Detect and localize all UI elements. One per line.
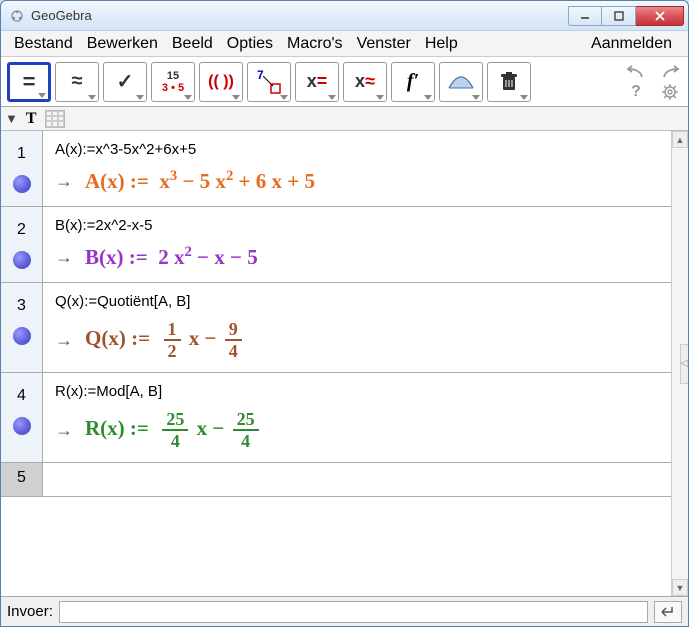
undo-button[interactable] — [624, 63, 648, 81]
check-tool[interactable]: ✓ — [103, 62, 147, 102]
gear-icon — [662, 84, 678, 100]
row-number: 1 — [17, 145, 26, 163]
output-arrow-icon: → — [55, 330, 73, 351]
row-output: → A(x) := x3 − 5 x2 + 6 x + 5 — [55, 168, 659, 194]
settings-button[interactable] — [658, 83, 682, 101]
view-sub-toolbar: ▼ T — [1, 107, 688, 131]
menu-macros[interactable]: Macro's — [280, 33, 350, 55]
command-input[interactable] — [59, 601, 648, 623]
scroll-up-button[interactable]: ▲ — [672, 131, 688, 148]
solve-approx-tool[interactable]: x≈ — [343, 62, 387, 102]
menu-beeld[interactable]: Beeld — [165, 33, 220, 55]
output-expression: A(x) := x3 − 5 x2 + 6 x + 5 — [85, 168, 315, 194]
menu-bestand[interactable]: Bestand — [7, 33, 80, 55]
output-expression: Q(x) := 12 x − 94 — [85, 320, 245, 360]
redo-button[interactable] — [658, 63, 682, 81]
window-titlebar: GeoGebra — [1, 1, 688, 31]
menu-help[interactable]: Help — [418, 33, 465, 55]
trash-icon — [500, 72, 518, 92]
toolbar-right: ? — [624, 63, 682, 101]
row-number: 4 — [17, 387, 26, 405]
row-content: R(x):=Mod[A, B] → R(x) := 254 x − 254 — [43, 373, 671, 462]
row-index-cell[interactable]: 4 — [1, 373, 43, 462]
row-input[interactable]: A(x):=x^3-5x^2+6x+5 — [55, 141, 659, 158]
delete-tool[interactable] — [487, 62, 531, 102]
row-input[interactable]: Q(x):=Quotiënt[A, B] — [55, 293, 659, 310]
row-content[interactable] — [43, 463, 671, 496]
row-number: 5 — [17, 469, 26, 487]
row-index-cell[interactable]: 2 — [1, 207, 43, 282]
output-arrow-icon: → — [55, 420, 73, 441]
solve-exact-tool[interactable]: x= — [295, 62, 339, 102]
row-input[interactable]: B(x):=2x^2-x-5 — [55, 217, 659, 234]
derivative-tool[interactable]: f′ — [391, 62, 435, 102]
window-title: GeoGebra — [31, 8, 568, 23]
input-bar: Invoer: — [1, 596, 688, 626]
minimize-button[interactable] — [568, 6, 602, 26]
toolbar: = ≈ ✓ 15 3 • 5 (( )) 7 x= x≈ f′ ? — [1, 57, 688, 107]
input-label: Invoer: — [7, 603, 53, 620]
output-expression: R(x) := 254 x − 254 — [85, 410, 262, 450]
cas-row-empty[interactable]: 5 — [1, 463, 671, 497]
substitute-tool[interactable]: 7 — [247, 62, 291, 102]
exact-eval-tool[interactable]: = — [7, 62, 51, 102]
row-number: 3 — [17, 297, 26, 315]
input-submit-button[interactable] — [654, 601, 682, 623]
row-output: → R(x) := 254 x − 254 — [55, 410, 659, 450]
row-output: → Q(x) := 12 x − 94 — [55, 320, 659, 360]
close-button[interactable] — [636, 6, 684, 26]
row-input[interactable]: R(x):=Mod[A, B] — [55, 383, 659, 400]
visibility-bullet[interactable] — [13, 251, 31, 269]
visibility-bullet[interactable] — [13, 327, 31, 345]
row-index-cell[interactable]: 1 — [1, 131, 43, 206]
visibility-bullet[interactable] — [13, 417, 31, 435]
help-button[interactable]: ? — [624, 83, 648, 101]
output-arrow-icon: → — [55, 247, 73, 268]
cas-row[interactable]: 1 A(x):=x^3-5x^2+6x+5 → A(x) := x3 − 5 x… — [1, 131, 671, 207]
menu-venster[interactable]: Venster — [350, 33, 418, 55]
output-arrow-icon: → — [55, 171, 73, 192]
bell-curve-icon — [447, 72, 475, 92]
numeric-tool[interactable]: 15 3 • 5 — [151, 62, 195, 102]
row-content: Q(x):=Quotiënt[A, B] → Q(x) := 12 x − 94 — [43, 283, 671, 372]
signin-link[interactable]: Aanmelden — [581, 33, 682, 55]
menu-opties[interactable]: Opties — [220, 33, 280, 55]
cas-row[interactable]: 2 B(x):=2x^2-x-5 → B(x) := 2 x2 − x − 5 — [1, 207, 671, 283]
visibility-bullet[interactable] — [13, 175, 31, 193]
row-output: → B(x) := 2 x2 − x − 5 — [55, 244, 659, 270]
row-content: A(x):=x^3-5x^2+6x+5 → A(x) := x3 − 5 x2 … — [43, 131, 671, 206]
menu-bewerken[interactable]: Bewerken — [80, 33, 165, 55]
row-content: B(x):=2x^2-x-5 → B(x) := 2 x2 − x − 5 — [43, 207, 671, 282]
panel-drag-handle[interactable]: ◁ — [680, 344, 688, 384]
maximize-button[interactable] — [602, 6, 636, 26]
enter-icon — [660, 606, 676, 618]
cas-row[interactable]: 4 R(x):=Mod[A, B] → R(x) := 254 x − 254 — [1, 373, 671, 463]
cas-view: 1 A(x):=x^3-5x^2+6x+5 → A(x) := x3 − 5 x… — [1, 131, 688, 596]
row-index-cell[interactable]: 3 — [1, 283, 43, 372]
text-tool[interactable]: T — [22, 110, 41, 128]
app-icon — [9, 8, 25, 24]
output-expression: B(x) := 2 x2 − x − 5 — [85, 244, 258, 270]
distribution-tool[interactable] — [439, 62, 483, 102]
row-number: 2 — [17, 221, 26, 239]
row-index-cell[interactable]: 5 — [1, 463, 43, 496]
menu-bar: Bestand Bewerken Beeld Opties Macro's Ve… — [1, 31, 688, 57]
scroll-down-button[interactable]: ▼ — [672, 579, 688, 596]
table-tool[interactable] — [45, 110, 65, 128]
cas-row[interactable]: 3 Q(x):=Quotiënt[A, B] → Q(x) := 12 x − … — [1, 283, 671, 373]
paren-tool[interactable]: (( )) — [199, 62, 243, 102]
collapse-toggle[interactable]: ▼ — [5, 111, 18, 126]
approx-eval-tool[interactable]: ≈ — [55, 62, 99, 102]
